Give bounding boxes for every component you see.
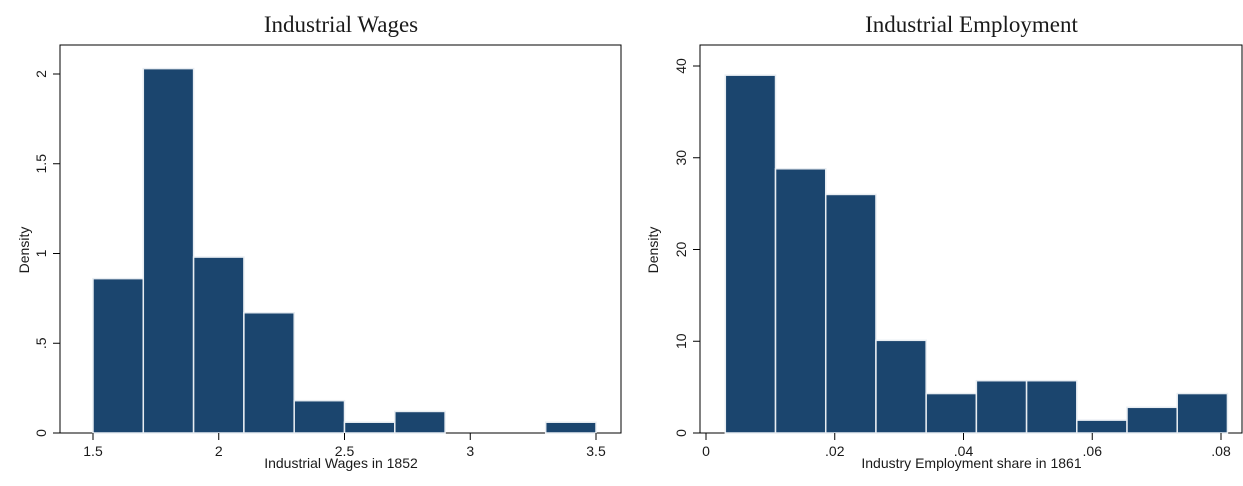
histogram-bar-2 — [192, 256, 245, 434]
y-tick-label: 30 — [673, 150, 689, 166]
chart-panel-wages: Industrial Wages 1.5 2 2.5 3 3.5 0 .5 1 1.5 2 Ind… — [16, 12, 622, 471]
x-tick-label: 3 — [466, 443, 474, 459]
histogram-bar-0 — [724, 74, 777, 434]
histogram-bar-9 — [544, 421, 597, 434]
x-tick-label: .04 — [954, 443, 974, 459]
x-tick-label: .06 — [1083, 443, 1103, 459]
x-tick-label: 2.5 — [335, 443, 355, 459]
y-tick-label: 0 — [673, 429, 689, 437]
y-axis-label-employment: Density — [645, 226, 661, 274]
histogram-bar-6 — [1025, 379, 1078, 434]
x-tick-label: 2 — [215, 443, 223, 459]
histogram-bar-9 — [1176, 392, 1229, 434]
histogram-bar-1 — [774, 168, 827, 434]
histogram-bar-4 — [925, 392, 978, 434]
x-axis-label-employment: Industry Employment share in 1861 — [861, 455, 1082, 471]
x-tick-label: 3.5 — [586, 443, 606, 459]
histogram-bar-3 — [875, 339, 927, 434]
histogram-bar-1 — [142, 67, 195, 434]
chart-title-employment: Industrial Employment — [865, 12, 1078, 37]
chart-panel-employment: Industrial Employment 0 .02 .04 .06 .08 0 10 20… — [622, 0, 1243, 486]
y-tick-label: 0 — [33, 429, 49, 437]
histogram-bar-8 — [1126, 406, 1178, 434]
y-tick-label: 40 — [673, 58, 689, 74]
histogram-bar-5 — [975, 379, 1028, 434]
x-tick-label: .08 — [1211, 443, 1231, 459]
histogram-bar-3 — [243, 311, 295, 434]
y-tick-label: 2 — [33, 70, 49, 78]
x-axis-label-wages: Industrial Wages in 1852 — [264, 455, 418, 471]
chart-title-wages: Industrial Wages — [263, 12, 419, 37]
histogram-bar-2 — [824, 193, 877, 434]
histogram-bar-0 — [92, 277, 145, 434]
y-axis-label-wages: Density — [16, 226, 32, 274]
x-tick-label: 1.5 — [83, 443, 103, 459]
y-tick-label: 10 — [673, 333, 689, 349]
histogram-employment: 0 .02 .04 .06 .08 0 10 20 30 40 — [673, 44, 1243, 459]
x-tick-label: .02 — [825, 443, 845, 459]
y-tick-label: .5 — [33, 337, 49, 349]
histogram-wages: 1.5 2 2.5 3 3.5 0 .5 1 1.5 2 — [33, 44, 622, 459]
y-tick-label: 1 — [33, 249, 49, 257]
histogram-bar-5 — [343, 421, 396, 434]
histogram-bar-6 — [394, 410, 446, 434]
y-tick-label: 1.5 — [33, 154, 49, 174]
histogram-bar-4 — [293, 399, 346, 434]
y-tick-label: 20 — [673, 242, 689, 258]
histogram-bar-7 — [1076, 419, 1128, 434]
x-tick-label: 0 — [702, 443, 710, 459]
